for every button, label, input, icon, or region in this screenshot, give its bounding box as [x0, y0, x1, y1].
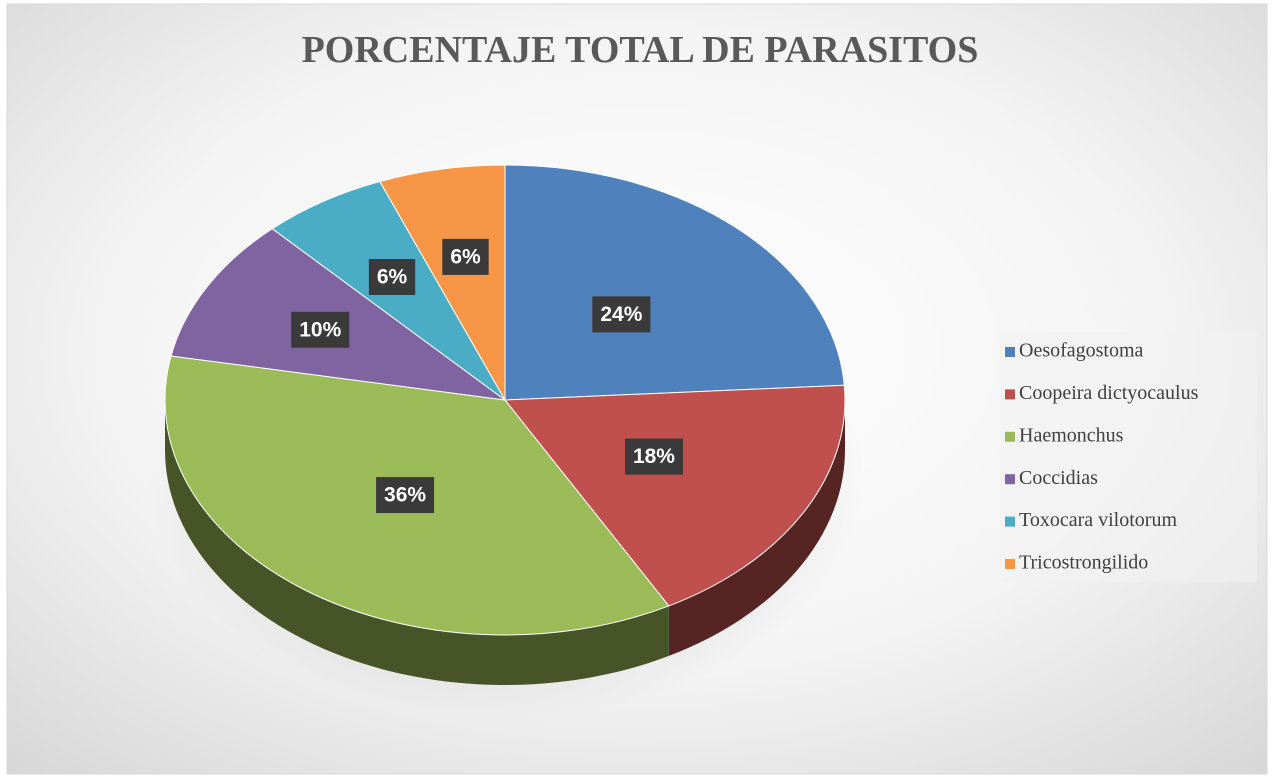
- legend-label: Tricostrongilido: [1019, 552, 1148, 574]
- data-label-group: 10%: [291, 311, 350, 348]
- data-label-box: [291, 311, 350, 348]
- data-label-box: [376, 477, 435, 514]
- slice-side: [165, 400, 669, 686]
- data-label: 6%: [377, 266, 408, 289]
- legend-label: Toxocara vilotorum: [1019, 509, 1177, 531]
- legend-label: Coccidias: [1019, 467, 1098, 489]
- data-label-box: [624, 438, 683, 475]
- data-label-group: 36%: [376, 477, 435, 514]
- legend-swatch: [1005, 516, 1015, 527]
- data-label: 10%: [299, 318, 341, 341]
- pie-slice: [379, 164, 506, 402]
- data-label: 18%: [633, 445, 675, 468]
- data-label: 24%: [600, 303, 642, 326]
- pie-slice: [503, 384, 846, 607]
- legend-box: [1000, 332, 1257, 582]
- chart-title: PORCENTAJE TOTAL DE PARASITOS: [302, 29, 979, 71]
- data-label-box: [592, 296, 651, 333]
- data-label-box: [368, 258, 416, 295]
- slice-side: [668, 400, 845, 656]
- data-label: 6%: [450, 245, 481, 268]
- data-label-group: 6%: [442, 238, 489, 275]
- data-label-group: 24%: [592, 296, 651, 333]
- pie-slice: [504, 164, 845, 401]
- data-label-box: [442, 238, 489, 275]
- legend-label: Oesofagostoma: [1019, 340, 1144, 362]
- legend-swatch: [1005, 347, 1015, 357]
- data-label-group: 18%: [624, 438, 683, 475]
- legend-label: Haemonchus: [1019, 424, 1124, 446]
- legend-swatch: [1005, 474, 1015, 485]
- legend-label: Coopeira dictyocaulus: [1019, 382, 1199, 404]
- data-label-group: 6%: [368, 258, 416, 295]
- legend-swatch: [1005, 431, 1015, 442]
- legend-swatch: [1005, 389, 1015, 400]
- legend-swatch: [1005, 559, 1015, 569]
- data-label: 36%: [384, 484, 426, 507]
